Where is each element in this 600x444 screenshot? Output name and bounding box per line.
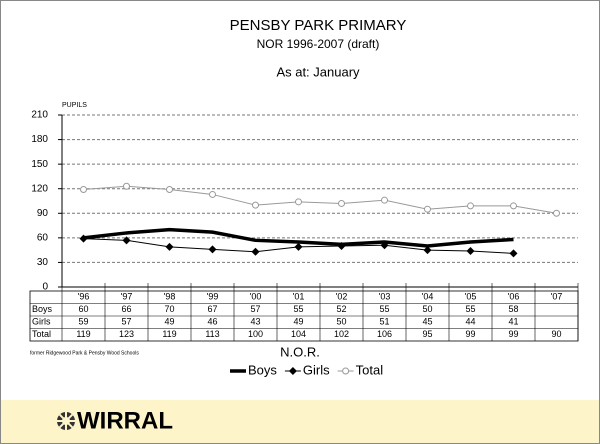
table-cell: 119 [162, 329, 176, 339]
table-cell: 113 [205, 329, 219, 339]
table-row-label: Boys [32, 304, 53, 314]
table-cell: 57 [250, 304, 260, 314]
y-tick-label: 120 [31, 183, 48, 194]
table-cell: 58 [508, 304, 518, 314]
legend-marker [288, 367, 297, 375]
table-cell: 104 [291, 329, 306, 339]
table-cell: 99 [508, 329, 518, 339]
table-cell: 95 [422, 329, 432, 339]
series-line [83, 185, 557, 214]
y-tick-label: 210 [31, 110, 48, 121]
point [338, 199, 345, 207]
footer-band [1, 400, 599, 443]
point [165, 242, 174, 251]
point [509, 249, 518, 258]
x-tick-label: '01 [293, 292, 305, 302]
point [252, 201, 259, 209]
point [423, 246, 432, 255]
legend-marker [342, 367, 350, 375]
table-row-label: Total [32, 329, 51, 339]
chart-note: As at: January [276, 64, 360, 79]
point [510, 202, 517, 210]
table-cell: 51 [379, 317, 389, 327]
point [553, 209, 560, 217]
y-axis-label: PUPILS [62, 102, 87, 109]
x-tick-label: '07 [551, 292, 563, 302]
y-tick-label: 150 [31, 159, 48, 170]
y-tick-label: 60 [37, 232, 49, 243]
table-cell: 45 [422, 317, 432, 327]
x-tick-label: '97 [121, 292, 133, 302]
table-cell: 49 [164, 317, 174, 327]
x-tick-label: '00 [250, 292, 262, 302]
point [122, 236, 131, 245]
table-cell: 50 [422, 304, 432, 314]
x-tick-label: '04 [422, 292, 434, 302]
table-cell: 55 [465, 304, 475, 314]
x-tick-label: '05 [465, 292, 477, 302]
table-cell: 102 [334, 329, 349, 339]
point [123, 182, 130, 190]
logo: WIRRAL [77, 407, 173, 434]
table-cell: 50 [336, 317, 346, 327]
point [294, 242, 303, 251]
table-cell: 70 [164, 304, 174, 314]
footnote: former Ridgewood Park & Pensby Wood Scho… [30, 350, 139, 356]
point [466, 246, 475, 255]
logo-icon [57, 412, 75, 430]
x-tick-label: '98 [164, 292, 176, 302]
table-cell: 41 [508, 317, 518, 327]
point [209, 190, 216, 198]
table-cell: 123 [119, 329, 134, 339]
point [80, 186, 87, 194]
x-tick-label: '99 [207, 292, 219, 302]
point [467, 202, 474, 210]
point [208, 245, 217, 254]
point [295, 198, 302, 206]
x-tick-label: '06 [508, 292, 520, 302]
y-tick-label: 180 [31, 134, 48, 145]
y-tick-label: 0 [42, 282, 48, 293]
table-cell: 52 [336, 304, 346, 314]
point [380, 241, 389, 250]
table-cell: 59 [78, 317, 88, 327]
table-cell: 43 [250, 317, 260, 327]
table-cell: 99 [465, 329, 475, 339]
table-cell: 55 [379, 304, 389, 314]
table-cell: 46 [207, 317, 217, 327]
point [424, 205, 431, 213]
x-tick-label: '03 [379, 292, 391, 302]
table-cell: 66 [121, 304, 131, 314]
chart-subtitle: NOR 1996-2007 (draft) [257, 37, 380, 51]
point [79, 234, 88, 243]
table-cell: 57 [121, 317, 131, 327]
point [251, 247, 260, 256]
table-cell: 100 [248, 329, 263, 339]
table-cell: 44 [465, 317, 475, 327]
y-tick-label: 30 [37, 257, 49, 268]
x-tick-label: '02 [336, 292, 348, 302]
table-cell: 90 [551, 329, 561, 339]
point [381, 196, 388, 204]
x-axis-label: N.O.R. [280, 344, 320, 359]
point [337, 242, 346, 251]
table-row-label: Girls [32, 317, 51, 327]
legend-label: Total [356, 362, 384, 377]
table-cell: 60 [78, 304, 88, 314]
x-tick-label: '96 [78, 292, 90, 302]
table-cell: 55 [293, 304, 303, 314]
legend-label: Girls [303, 362, 330, 377]
table-cell: 67 [207, 304, 217, 314]
legend-label: Boys [248, 362, 277, 377]
series-line [83, 227, 514, 248]
table-cell: 49 [293, 317, 303, 327]
chart-title: PENSBY PARK PRIMARY [230, 17, 407, 34]
point [166, 186, 173, 194]
y-tick-label: 90 [37, 208, 49, 219]
table-cell: 106 [377, 329, 392, 339]
table-cell: 119 [76, 329, 90, 339]
